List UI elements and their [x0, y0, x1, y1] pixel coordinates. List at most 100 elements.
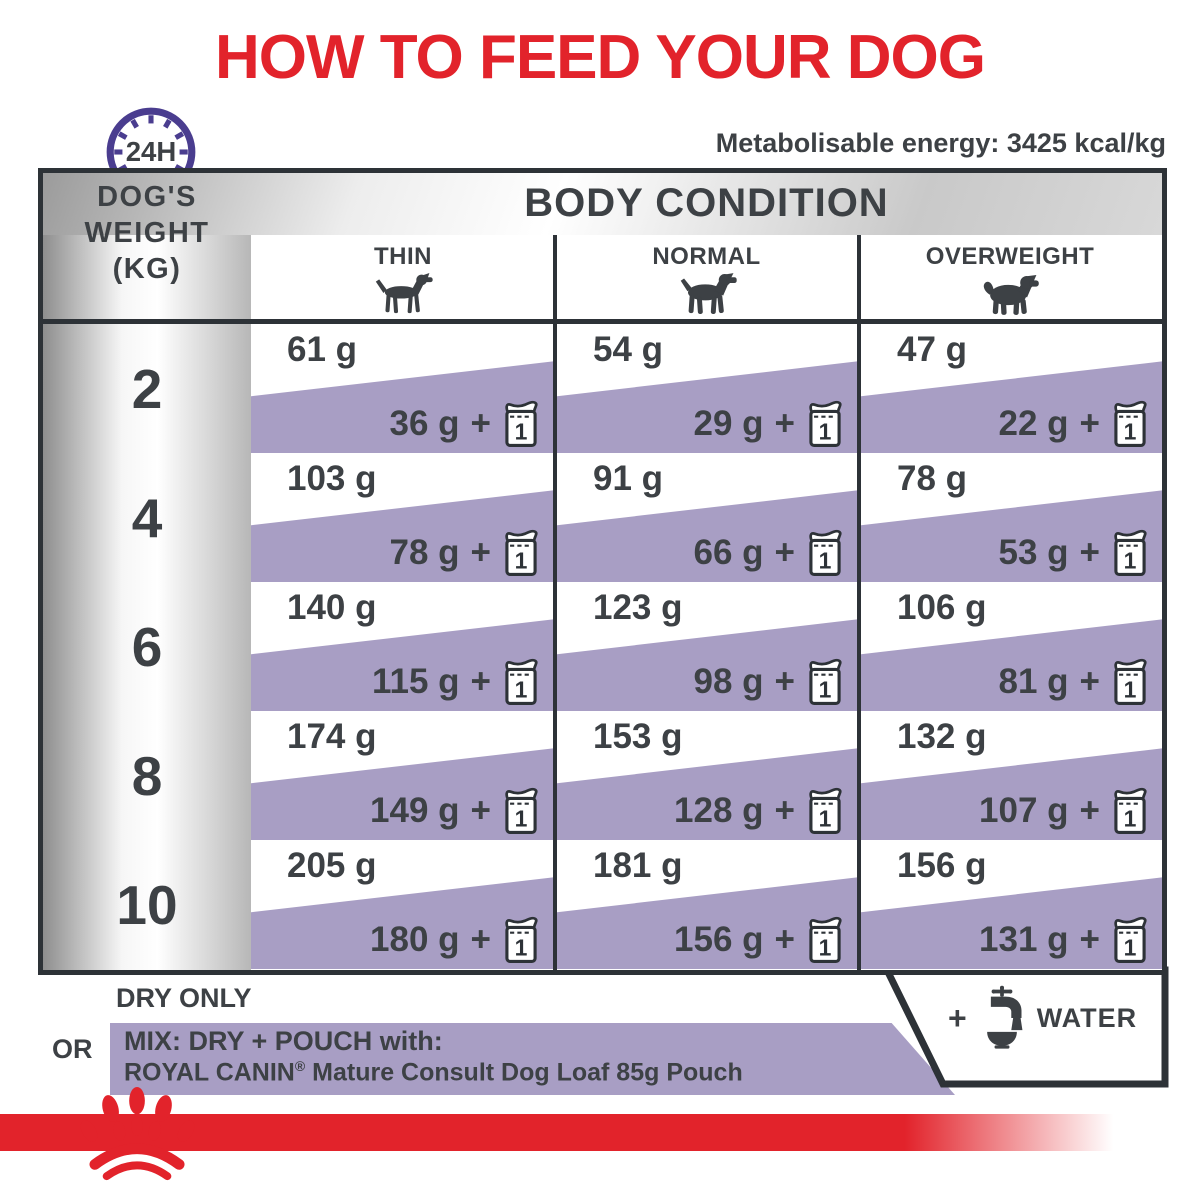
plus-sign: + [1079, 662, 1100, 701]
mix-amount: 156 g [674, 920, 764, 959]
overweight-dog-icon [979, 272, 1041, 318]
cell-thin: 140 g 115 g + [251, 582, 553, 711]
mix-amount: 149 g [370, 791, 460, 830]
cell-overweight: 106 g 81 g + [861, 582, 1162, 711]
column-header-thin: THIN [251, 239, 555, 319]
dry-amount: 156 g [897, 846, 987, 885]
table-header-band [43, 173, 1162, 235]
water-legend: + WATER [948, 985, 1137, 1051]
pouch-icon [1111, 787, 1149, 835]
cell-overweight: 132 g 107 g + [861, 711, 1162, 840]
cell-thin: 103 g 78 g + [251, 453, 553, 582]
cell-normal: 91 g 66 g + [557, 453, 857, 582]
header-rule [43, 319, 1162, 324]
column-header-normal: NORMAL [555, 239, 858, 319]
table-row: 4 103 g 78 g + 91 g 66 g + 78 g 53 g [43, 453, 1162, 582]
cell-normal: 54 g 29 g + [557, 324, 857, 453]
cell-thin: 61 g 36 g + [251, 324, 553, 453]
mix-amount-row: 131 g + [979, 916, 1149, 964]
pouch-icon [502, 787, 540, 835]
plus-sign: + [1079, 920, 1100, 959]
plus-sign: + [774, 920, 795, 959]
body-condition-header: BODY CONDITION [524, 181, 889, 225]
mix-amount-row: 78 g + [390, 529, 541, 577]
pouch-icon [806, 529, 844, 577]
dry-amount: 54 g [593, 330, 664, 369]
mix-amount-row: 36 g + [390, 400, 541, 448]
dry-amount: 47 g [897, 330, 968, 369]
mix-amount-row: 156 g + [674, 916, 844, 964]
dry-amount: 106 g [897, 588, 987, 627]
mix-amount: 98 g [693, 662, 764, 701]
cell-overweight: 47 g 22 g + [861, 324, 1162, 453]
mix-amount: 128 g [674, 791, 764, 830]
pouch-icon [1111, 400, 1149, 448]
mix-amount-row: 81 g + [999, 658, 1150, 706]
dry-amount: 153 g [593, 717, 683, 756]
pouch-icon [1111, 529, 1149, 577]
mix-amount: 107 g [979, 791, 1069, 830]
mix-amount-row: 98 g + [694, 658, 845, 706]
weight-header-line3: (KG) [112, 253, 182, 285]
plus-sign: + [1079, 533, 1100, 572]
weight-value: 8 [131, 744, 163, 807]
mix-amount: 180 g [370, 920, 460, 959]
cell-normal: 153 g 128 g + [557, 711, 857, 840]
mix-amount-row: 115 g + [372, 658, 540, 706]
cell-thin: 174 g 149 g + [251, 711, 553, 840]
plus-sign: + [470, 791, 491, 830]
plus-sign: + [774, 662, 795, 701]
pouch-icon [806, 787, 844, 835]
mix-legend-line1: MIX: DRY + POUCH with: [124, 1026, 443, 1056]
mix-amount: 22 g [998, 404, 1069, 443]
dry-only-label: DRY ONLY [116, 983, 252, 1013]
mix-amount-row: 53 g + [999, 529, 1150, 577]
pouch-icon [502, 400, 540, 448]
weight-value: 2 [131, 357, 163, 420]
mix-amount-row: 149 g + [370, 787, 540, 835]
weight-value: 6 [131, 615, 163, 678]
table-row: 8 174 g 149 g + 153 g 128 g + 132 g 107 … [43, 711, 1162, 840]
water-label: WATER [1036, 1002, 1138, 1033]
mix-amount-row: 180 g + [370, 916, 540, 964]
mix-amount-row: 66 g + [694, 529, 845, 577]
mix-amount: 53 g [998, 533, 1069, 572]
thin-label: THIN [374, 243, 432, 270]
mix-legend-line2: ROYAL CANIN® Mature Consult Dog Loaf 85g… [124, 1058, 955, 1087]
plus-sign: + [470, 404, 491, 443]
mix-legend-band: MIX: DRY + POUCH with: ROYAL CANIN® Matu… [110, 1023, 955, 1095]
plus-sign: + [470, 920, 491, 959]
pouch-icon [502, 529, 540, 577]
weight-column-header: DOG'S WEIGHT (KG) [43, 179, 251, 287]
dry-amount: 205 g [287, 846, 377, 885]
cell-overweight: 78 g 53 g + [861, 453, 1162, 582]
cell-overweight: 156 g 131 g + [861, 840, 1162, 969]
dry-amount: 91 g [593, 459, 664, 498]
normal-label: NORMAL [652, 243, 761, 270]
mix-amount: 115 g [371, 662, 460, 701]
bottom-red-band [0, 1114, 1160, 1151]
page-title: HOW TO FEED YOUR DOG [215, 23, 986, 92]
weight-header-line2: WEIGHT [84, 217, 210, 249]
registered-mark: ® [294, 1058, 306, 1074]
dry-amount: 181 g [593, 846, 683, 885]
mix-amount-row: 22 g + [999, 400, 1150, 448]
pouch-icon [806, 658, 844, 706]
mix-amount: 36 g [389, 404, 460, 443]
mix-amount: 131 g [979, 920, 1069, 959]
normal-dog-icon [676, 272, 738, 318]
pouch-icon [502, 658, 540, 706]
plus-sign: + [1079, 791, 1100, 830]
column-divider-2 [857, 235, 861, 970]
plus-sign: + [1079, 404, 1100, 443]
dry-amount: 140 g [287, 588, 377, 627]
plus-sign: + [774, 404, 795, 443]
mix-amount: 81 g [998, 662, 1069, 701]
mix-amount-row: 107 g + [979, 787, 1149, 835]
mix-amount: 29 g [693, 404, 764, 443]
weight-value: 4 [131, 486, 163, 549]
water-plus-sign: + [948, 999, 967, 1036]
pouch-icon [1111, 916, 1149, 964]
mix-amount-row: 29 g + [694, 400, 845, 448]
dry-amount: 174 g [287, 717, 377, 756]
